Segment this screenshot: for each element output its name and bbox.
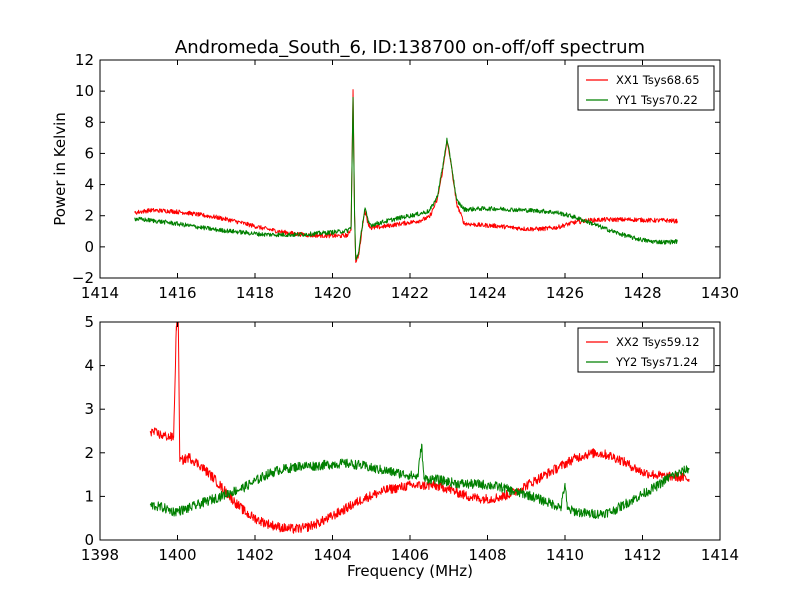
top-series-2-line (134, 96, 678, 260)
top-legend-label-2: YY1 Tsys70.22 (615, 93, 698, 107)
bottom-legend-label-2: YY2 Tsys71.24 (615, 355, 698, 369)
bottom-y-tick-label: 0 (84, 531, 94, 549)
top-legend-label-1: XX1 Tsys68.65 (616, 73, 700, 87)
bottom-x-tick-label: 1400 (158, 546, 196, 564)
top-x-tick-label: 1422 (391, 284, 429, 302)
bottom-y-tick-label: 2 (84, 444, 94, 462)
bottom-y-tick-label: 3 (84, 400, 94, 418)
top-x-tick-label: 1418 (236, 284, 274, 302)
top-y-tick-label: −2 (72, 269, 94, 287)
bottom-series-2-line (149, 443, 690, 520)
top-x-tick-label: 1424 (468, 284, 506, 302)
top-panel: 1414 1416 1418 1420 1422 1424 1426 1428 1430 −2 0 2… (72, 51, 739, 302)
top-x-tick-label: 1428 (623, 284, 661, 302)
top-x-tick-label: 1420 (313, 284, 351, 302)
bottom-y-tick-label: 4 (84, 357, 94, 375)
top-x-tick-label: 1426 (546, 284, 584, 302)
bottom-legend-box (577, 327, 715, 373)
top-x-tick-label: 1414 (81, 284, 119, 302)
y-axis-label: Power in Kelvin (51, 112, 69, 226)
top-y-tick-label: 12 (75, 51, 94, 69)
bottom-x-tick-label: 1402 (236, 546, 274, 564)
figure-title: Andromeda_South_6, ID:138700 on-off/off … (175, 37, 645, 58)
top-y-tick-label: 0 (84, 238, 94, 256)
bottom-x-tick-label: 1414 (701, 546, 739, 564)
bottom-legend-label-1: XX2 Tsys59.12 (616, 335, 700, 349)
top-series-1-line (134, 89, 678, 263)
top-legend-box (577, 65, 715, 111)
bottom-x-tick-label: 1406 (391, 546, 429, 564)
top-y-tick-label: 10 (75, 82, 94, 100)
x-axis-label: Frequency (MHz) (347, 562, 473, 580)
bottom-x-tick-label: 1412 (623, 546, 661, 564)
top-y-tick-label: 6 (84, 144, 94, 162)
bottom-series-1-line (149, 322, 690, 534)
bottom-y-tick-label: 1 (84, 487, 94, 505)
top-x-tick-label: 1416 (158, 284, 196, 302)
bottom-panel: 1398 1400 1402 1404 1406 1408 1410 1412 1414 0 1 2 3… (81, 313, 739, 564)
top-y-tick-label: 8 (84, 113, 94, 131)
bottom-x-tick-label: 1404 (313, 546, 351, 564)
top-y-tick-label: 2 (84, 207, 94, 225)
bottom-x-tick-label: 1398 (81, 546, 119, 564)
top-y-tick-label: 4 (84, 176, 94, 194)
bottom-x-tick-label: 1410 (546, 546, 584, 564)
top-x-tick-label: 1430 (701, 284, 739, 302)
bottom-y-tick-label: 5 (84, 313, 94, 331)
bottom-x-tick-label: 1408 (468, 546, 506, 564)
